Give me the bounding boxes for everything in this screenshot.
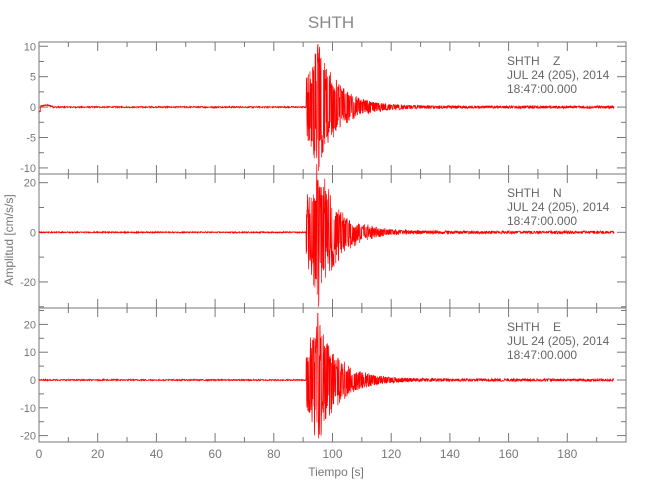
x-tick-label: 160 bbox=[499, 447, 519, 461]
y-axis-label: Amplitud [cm/s/s] bbox=[2, 194, 16, 285]
waveform-n bbox=[38, 164, 615, 307]
time-label: 18:47:00.000 bbox=[507, 82, 577, 96]
y-tick-label: -10 bbox=[20, 163, 36, 175]
y-tick-label: 10 bbox=[24, 347, 36, 359]
chart-title: SHTH bbox=[308, 13, 354, 32]
date-label: JUL 24 (205), 2014 bbox=[507, 200, 610, 214]
x-tick-label: 20 bbox=[91, 447, 105, 461]
x-axis-label: Tiempo [s] bbox=[308, 465, 364, 479]
x-tick-label: 60 bbox=[208, 447, 222, 461]
waveform-e bbox=[38, 312, 615, 439]
x-tick-label: 0 bbox=[36, 447, 43, 461]
panel-e: 0 20 40 60 80 100 120 140 160 18020100-10-20SHTH … bbox=[20, 307, 627, 461]
time-label: 18:47:00.000 bbox=[507, 214, 577, 228]
y-tick-label: 10 bbox=[24, 41, 36, 53]
y-tick-label: -20 bbox=[20, 431, 36, 443]
x-tick-label: 40 bbox=[150, 447, 164, 461]
y-tick-label: 5 bbox=[30, 72, 36, 84]
x-tick-label: 80 bbox=[267, 447, 281, 461]
time-label: 18:47:00.000 bbox=[507, 348, 577, 362]
x-tick-label: 100 bbox=[322, 447, 342, 461]
x-tick-label: 140 bbox=[440, 447, 460, 461]
x-tick-label: 120 bbox=[381, 447, 401, 461]
x-tick-label: 180 bbox=[557, 447, 577, 461]
y-tick-label: 20 bbox=[24, 319, 36, 331]
station-label: SHTH Z bbox=[507, 54, 560, 68]
y-tick-label: -5 bbox=[26, 133, 36, 145]
y-tick-label: 0 bbox=[30, 227, 36, 239]
y-tick-label: -10 bbox=[20, 403, 36, 415]
waveform-z bbox=[38, 44, 615, 171]
station-label: SHTH N bbox=[507, 186, 562, 200]
y-tick-label: 0 bbox=[30, 375, 36, 387]
date-label: JUL 24 (205), 2014 bbox=[507, 68, 610, 82]
y-tick-label: 0 bbox=[30, 102, 36, 114]
y-tick-label: 20 bbox=[24, 178, 36, 190]
y-tick-label: -20 bbox=[20, 277, 36, 289]
station-label: SHTH E bbox=[507, 320, 561, 334]
date-label: JUL 24 (205), 2014 bbox=[507, 334, 610, 348]
